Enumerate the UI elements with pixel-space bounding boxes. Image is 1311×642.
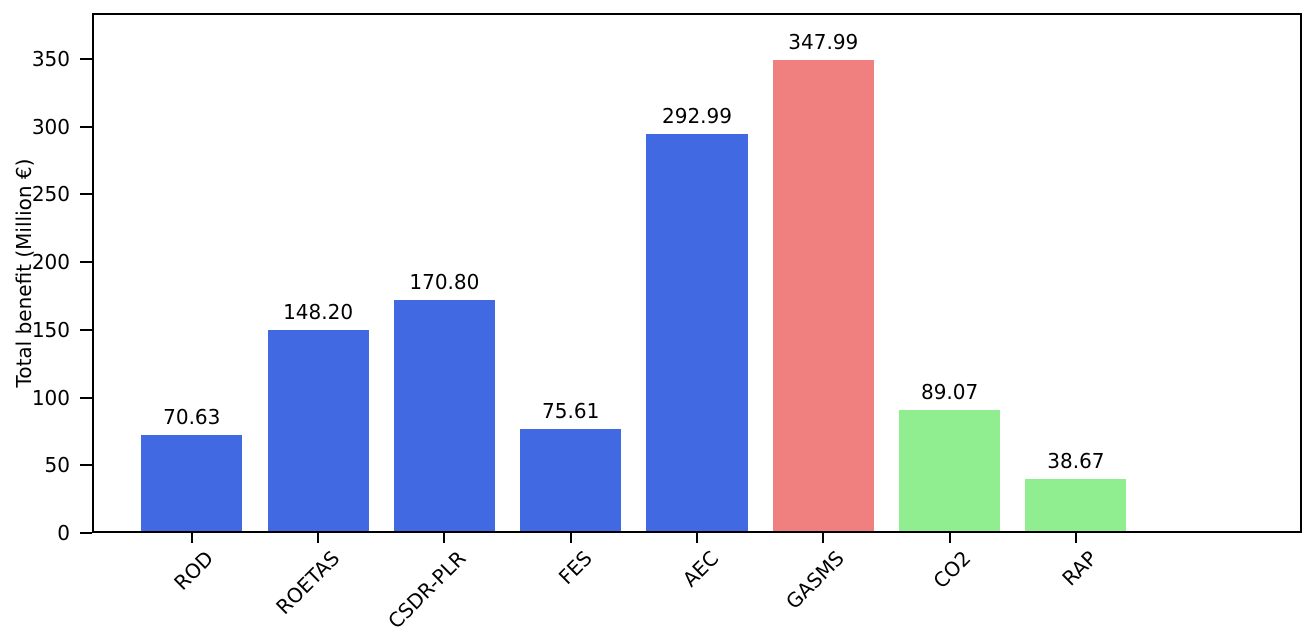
- y-tick-label: 150: [31, 317, 70, 342]
- bar: [267, 330, 369, 531]
- x-tick: [948, 533, 951, 543]
- x-tick-label: AEC: [677, 546, 723, 592]
- y-tick: [80, 193, 92, 196]
- bar: [899, 410, 1001, 531]
- bar: [646, 134, 748, 531]
- x-tick-label: CO2: [928, 546, 976, 593]
- y-tick: [80, 532, 92, 534]
- y-tick-label: 300: [31, 114, 70, 139]
- x-tick-label: FES: [553, 546, 597, 590]
- bar: [393, 299, 495, 531]
- bar: [141, 435, 243, 531]
- x-tick: [317, 533, 320, 543]
- y-tick-label: 200: [31, 250, 70, 275]
- y-tick-label: 0: [57, 521, 70, 545]
- y-tick: [80, 125, 92, 128]
- y-tick: [80, 58, 92, 61]
- y-tick-label: 350: [31, 47, 70, 72]
- y-tick-label: 100: [31, 385, 70, 410]
- y-tick: [80, 328, 92, 331]
- y-tick: [80, 464, 92, 467]
- bar-value-label: 148.20: [283, 300, 354, 325]
- y-tick-label: 250: [31, 182, 70, 207]
- bar: [772, 59, 874, 531]
- x-tick: [1074, 533, 1077, 543]
- x-tick-label: ROD: [168, 546, 218, 595]
- y-tick: [80, 261, 92, 264]
- x-tick-label: RAP: [1057, 546, 1102, 591]
- bar-value-label: 38.67: [1047, 448, 1105, 473]
- y-tick-label: 50: [44, 453, 70, 478]
- x-tick-label: GASMS: [781, 546, 850, 614]
- bar-value-label: 292.99: [662, 104, 732, 129]
- y-tick: [80, 396, 92, 399]
- bar-value-label: 347.99: [788, 29, 859, 54]
- x-tick-label: CSDR-PLR: [383, 546, 471, 634]
- bar: [1025, 478, 1127, 531]
- bar: [520, 428, 622, 531]
- bar-value-label: 89.07: [920, 380, 979, 405]
- bar-value-label: 170.80: [409, 269, 480, 294]
- x-tick: [569, 533, 572, 543]
- x-tick: [443, 533, 446, 543]
- x-tick: [822, 533, 825, 543]
- bar-value-label: 70.63: [163, 405, 221, 430]
- x-tick: [696, 533, 698, 543]
- bar-value-label: 75.61: [542, 398, 600, 423]
- x-tick-label: ROETAS: [271, 546, 345, 620]
- x-tick: [190, 533, 193, 543]
